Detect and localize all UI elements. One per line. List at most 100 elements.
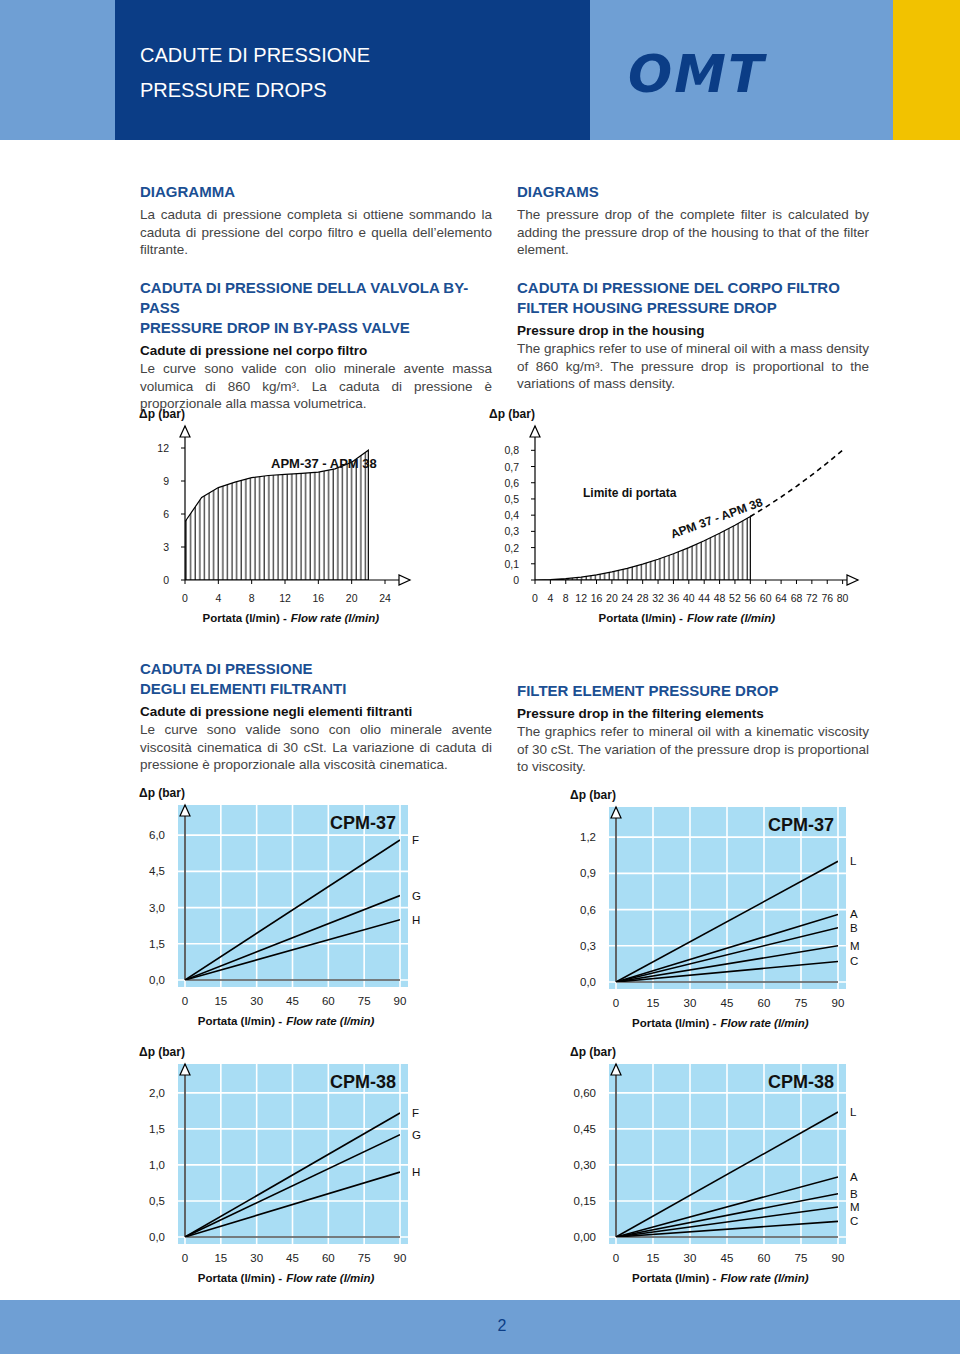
x-tick-label: 0 bbox=[182, 592, 188, 604]
y-axis-arrow bbox=[611, 1064, 621, 1075]
x-axis-arrow bbox=[399, 575, 410, 585]
grid-line bbox=[609, 945, 846, 947]
header-yellow-strip bbox=[893, 0, 960, 140]
series-label: Limite di portata bbox=[583, 486, 677, 500]
y-tick-label: 0,6 bbox=[580, 904, 596, 916]
header-strip-left bbox=[0, 0, 115, 140]
series-line bbox=[616, 1207, 838, 1237]
footer-band bbox=[0, 1300, 960, 1354]
x-axis-label-en: Flow rate (l/min) bbox=[291, 612, 379, 624]
x-axis-label-en: Flow rate (l/min) bbox=[720, 1272, 808, 1284]
header-logo-band bbox=[590, 0, 893, 140]
series-label: L bbox=[850, 855, 857, 867]
x-tick bbox=[185, 580, 186, 584]
plot-background bbox=[609, 807, 846, 989]
y-tick bbox=[181, 448, 185, 449]
y-tick-label: 0,3 bbox=[504, 525, 519, 537]
series-line bbox=[185, 1135, 400, 1237]
x-axis-label-it: Portata (l/min) - bbox=[202, 612, 287, 624]
text-section: CADUTA DI PRESSIONE DEL CORPO FILTROFILT… bbox=[517, 278, 869, 393]
grid-line bbox=[178, 871, 408, 873]
y-tick-label: 1,0 bbox=[149, 1159, 165, 1171]
y-tick bbox=[531, 498, 535, 499]
grid-line bbox=[178, 979, 408, 981]
section-subheading: Cadute di pressione nel corpo filtro bbox=[140, 342, 492, 360]
y-tick-label: 0,2 bbox=[504, 542, 519, 554]
series-line bbox=[616, 1194, 838, 1237]
x-tick bbox=[351, 580, 352, 584]
y-axis bbox=[184, 426, 185, 580]
y-tick bbox=[181, 580, 185, 581]
series-label: L bbox=[850, 1106, 857, 1118]
x-tick bbox=[385, 580, 386, 584]
x-tick bbox=[673, 580, 674, 584]
plot-background bbox=[178, 1064, 408, 1244]
series-line bbox=[185, 1113, 400, 1237]
y-tick-label: 0,00 bbox=[574, 1231, 596, 1243]
text-section: DIAGRAMSThe pressure drop of the complet… bbox=[517, 182, 869, 259]
x-tick-label: 45 bbox=[286, 995, 299, 1007]
marks bbox=[185, 840, 400, 980]
section-subheading: Cadute di pressione negli elementi filtr… bbox=[140, 703, 492, 721]
y-tick bbox=[531, 482, 535, 483]
y-axis bbox=[615, 807, 616, 982]
y-axis-arrow bbox=[611, 807, 621, 818]
x-tick bbox=[611, 580, 612, 584]
logo: OMT bbox=[628, 44, 767, 104]
x-tick-label: 56 bbox=[744, 592, 756, 604]
chart: 01530456075900,01,53,04,56,0Δp (bar)Port… bbox=[139, 786, 421, 1027]
x-tick bbox=[565, 580, 566, 584]
x-tick bbox=[781, 580, 782, 584]
x-tick bbox=[642, 580, 643, 584]
x-axis-label: Portata (l/min) -Flow rate (l/min) bbox=[198, 1015, 375, 1027]
x-tick-label: 30 bbox=[250, 1252, 263, 1264]
series-label: F bbox=[412, 1107, 419, 1119]
section-text: La caduta di pressione completa si ottie… bbox=[140, 206, 492, 259]
section-subheading: Pressure drop in the filtering elements bbox=[517, 705, 869, 723]
chart: 01530456075900,000,150,300,450,60Δp (bar… bbox=[570, 1045, 860, 1284]
grid-line bbox=[178, 1164, 408, 1166]
grid-line bbox=[726, 1064, 728, 1244]
grid-line bbox=[178, 1200, 408, 1202]
chart-title: CPM-38 bbox=[330, 1072, 396, 1092]
marks bbox=[616, 861, 838, 982]
grid-line bbox=[399, 1064, 401, 1244]
header-band bbox=[115, 0, 590, 140]
grid-line bbox=[763, 807, 765, 989]
grid-line bbox=[609, 981, 846, 983]
x-tick bbox=[827, 580, 828, 584]
y-tick-label: 2,0 bbox=[149, 1087, 165, 1099]
y-tick bbox=[181, 481, 185, 482]
x-axis-label: Portata (l/min) -Flow rate (l/min) bbox=[632, 1272, 809, 1284]
marks bbox=[535, 450, 843, 580]
y-tick-label: 0,6 bbox=[504, 477, 519, 489]
series-label: B bbox=[850, 1188, 858, 1200]
chart: 0481216202428323640444852566064687276800… bbox=[489, 407, 858, 624]
y-tick bbox=[531, 547, 535, 548]
y-axis bbox=[184, 805, 185, 980]
x-tick-label: 60 bbox=[760, 592, 772, 604]
text-section: CADUTA DI PRESSIONE DELLA VALVOLA BY-PAS… bbox=[140, 278, 492, 413]
y-tick-label: 0,0 bbox=[149, 974, 165, 986]
x-axis bbox=[535, 579, 858, 580]
x-tick bbox=[811, 580, 812, 584]
x-tick-label: 60 bbox=[322, 1252, 335, 1264]
section-heading: DEGLI ELEMENTI FILTRANTI bbox=[140, 679, 492, 699]
chart-title: CPM-37 bbox=[768, 815, 834, 835]
grid-line bbox=[609, 1092, 846, 1094]
y-tick bbox=[531, 563, 535, 564]
y-tick-label: 0,0 bbox=[149, 1231, 165, 1243]
grid-line bbox=[726, 807, 728, 989]
series-label: M bbox=[850, 940, 860, 952]
x-tick bbox=[550, 580, 551, 584]
y-tick bbox=[531, 531, 535, 532]
y-axis bbox=[534, 426, 535, 580]
grid-line bbox=[609, 909, 846, 911]
series-line bbox=[616, 1221, 838, 1237]
section-text: The pressure drop of the complete filter… bbox=[517, 206, 869, 259]
series-line bbox=[616, 1112, 838, 1237]
grid-line bbox=[609, 1200, 846, 1202]
y-tick-label: 3,0 bbox=[149, 902, 165, 914]
plot-background bbox=[609, 1064, 846, 1244]
x-tick-label: 45 bbox=[721, 997, 734, 1009]
